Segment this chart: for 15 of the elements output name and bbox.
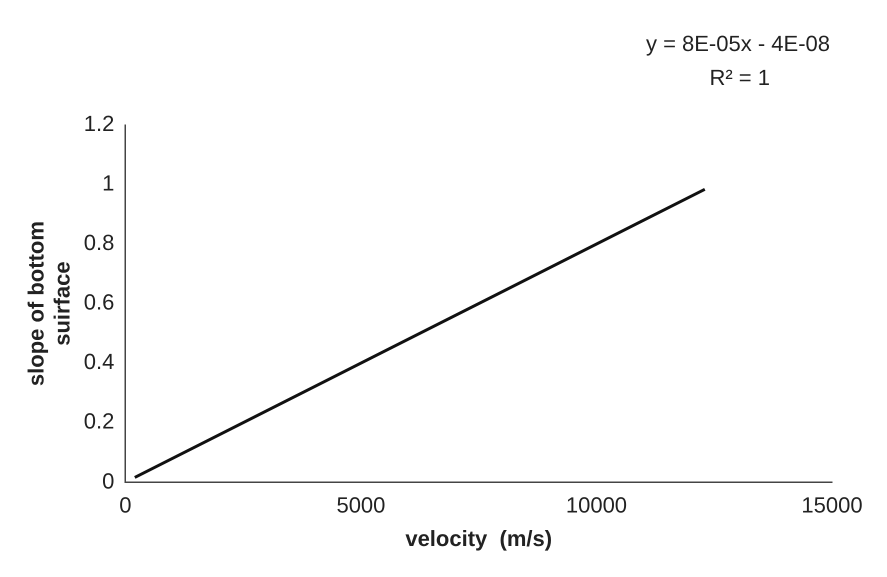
- text: R² = 1: [709, 65, 770, 90]
- y-axis-title: slope of bottom suirface: [23, 221, 75, 386]
- x-tick-label: 0: [119, 492, 132, 518]
- y-tick-label: 1.2: [84, 111, 114, 136]
- x-tick-label: 5000: [336, 492, 386, 518]
- y-tick-label: 1: [102, 170, 114, 196]
- y-tick-label: 0.4: [84, 349, 114, 374]
- y-tick-label: 0: [102, 468, 114, 494]
- x-tick-label: 10000: [566, 492, 628, 518]
- y-tick-label: 0.6: [84, 290, 114, 315]
- y-tick-label: 0.2: [84, 408, 114, 434]
- x-tick-label: 15000: [801, 492, 863, 518]
- y-tick-label: 0.8: [84, 230, 114, 256]
- text: y = 8E-05x - 4E-08: [646, 31, 830, 56]
- x-axis-title: velocity (m/s): [405, 526, 552, 551]
